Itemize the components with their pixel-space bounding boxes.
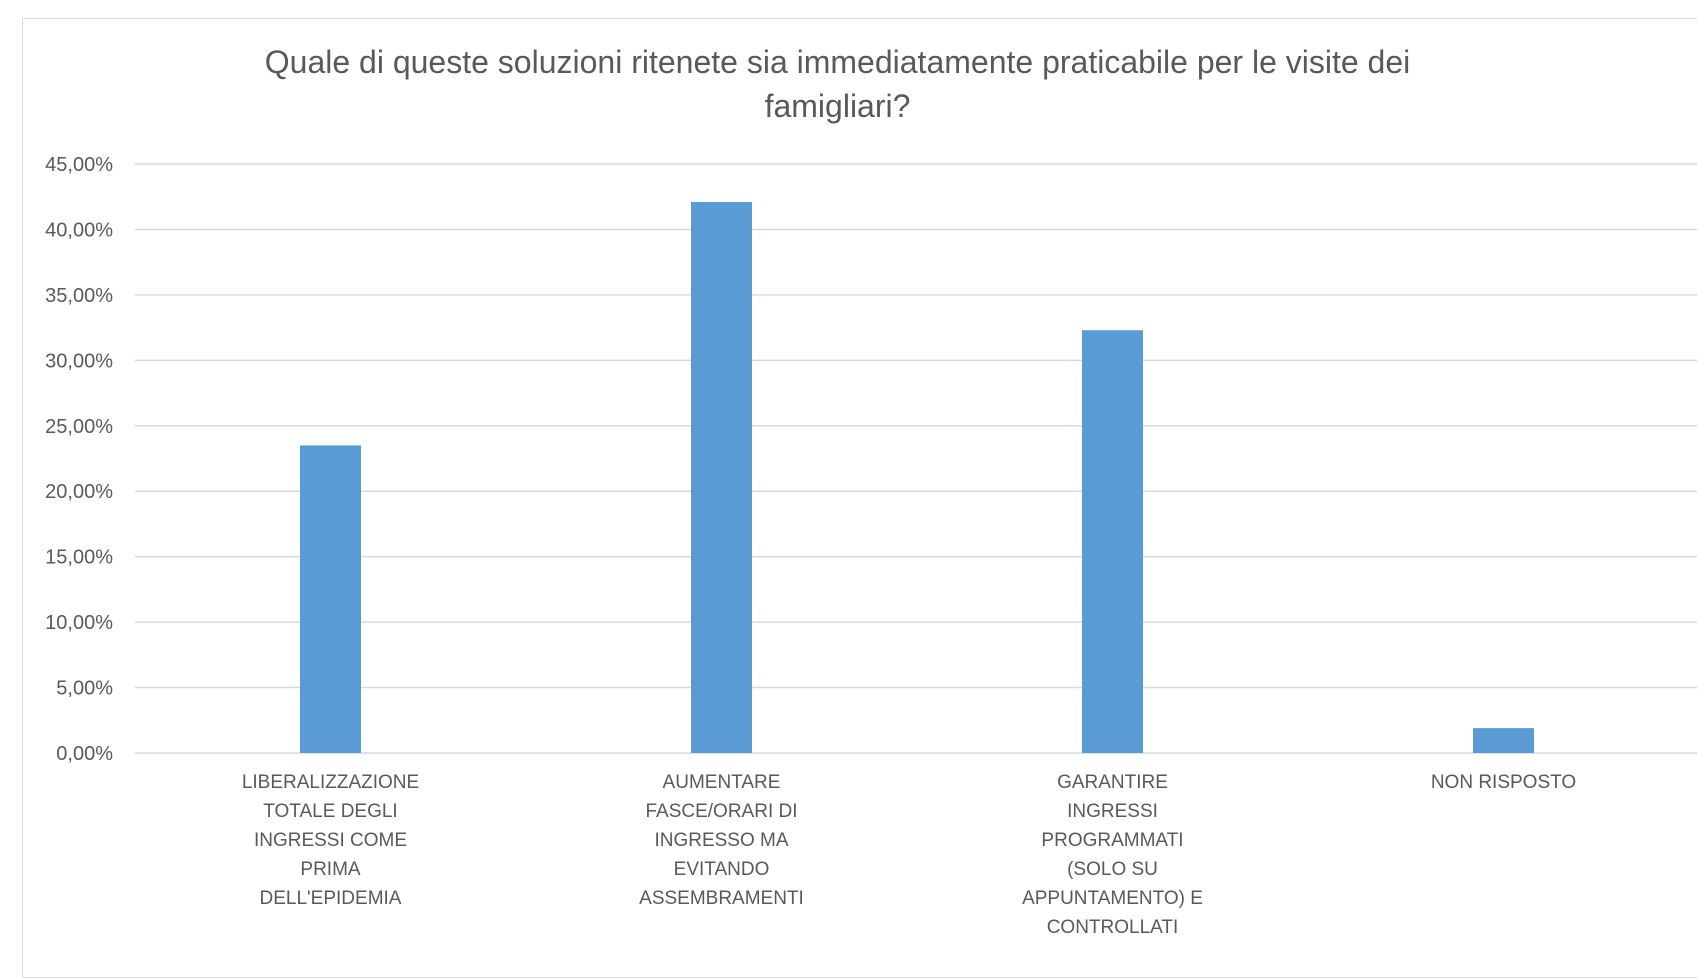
x-tick-label: LIBERALIZZAZIONE TOTALE DEGLI INGRESSI COM…	[201, 768, 461, 913]
x-tick-label-line: LIBERALIZZAZIONE	[241, 772, 420, 793]
bar	[691, 201, 752, 754]
x-tick-label: AUMENTARE FASCE/ORARI DI INGRESSO MA EVITAN…	[592, 768, 852, 913]
bar	[300, 445, 361, 753]
x-tick-label-line: INGRESSO MA	[654, 830, 789, 851]
x-tick-label-line: AUMENTARE	[662, 772, 781, 793]
y-tick-label: 30,00%	[45, 350, 113, 372]
x-tick-label-line: DELL'EPIDEMIA	[259, 888, 402, 909]
x-tick-label-line: GARANTIRE	[1057, 772, 1168, 793]
y-tick-label: 45,00%	[45, 154, 113, 176]
y-tick-label: 0,00%	[56, 743, 113, 765]
x-tick-label: NON RISPOSTO	[1374, 768, 1634, 797]
y-tick-label: 25,00%	[45, 416, 113, 438]
y-tick-label: 10,00%	[45, 612, 113, 634]
y-tick-label: 20,00%	[45, 481, 113, 503]
x-tick-label-line: EVITANDO	[673, 859, 770, 880]
x-tick-label-line: PROGRAMMATI	[1041, 830, 1184, 851]
x-tick-label-line: ASSEMBRAMENTI	[639, 888, 804, 909]
y-tick-label: 15,00%	[45, 547, 113, 569]
bar	[1473, 728, 1534, 753]
y-tick-label: 40,00%	[45, 219, 113, 241]
chart-title: Quale di queste soluzioni ritenete sia i…	[264, 44, 1411, 124]
x-tick-label-line: CONTROLLATI	[1046, 917, 1179, 938]
x-tick-label: GARANTIRE INGRESSI PROGRAMMATI (SOLO SU APPU…	[983, 768, 1243, 942]
bar-chart-plot: 0,00% 5,00% 10,00% 15,00% 20,00% 25,00% 30,00%…	[45, 154, 1697, 765]
y-tick-label: 5,00%	[56, 678, 113, 700]
x-tick-label-line: INGRESSI	[1067, 801, 1158, 822]
x-tick-label-line: FASCE/ORARI DI	[645, 801, 798, 822]
x-tick-label-line: (SOLO SU	[1067, 859, 1158, 880]
bar	[1082, 330, 1143, 753]
x-tick-label-line: INGRESSI COME	[253, 830, 408, 851]
x-tick-label-line: TOTALE DEGLI	[263, 801, 398, 822]
x-tick-label-line: PRIMA	[300, 859, 361, 880]
y-tick-label: 35,00%	[45, 285, 113, 307]
x-tick-label-line: APPUNTAMENTO) E	[1022, 888, 1203, 909]
x-tick-label-line: NON RISPOSTO	[1430, 772, 1577, 793]
